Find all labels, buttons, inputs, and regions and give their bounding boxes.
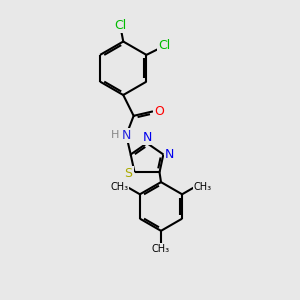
Text: Cl: Cl <box>158 40 170 52</box>
Text: N: N <box>142 131 152 144</box>
Text: N: N <box>122 129 131 142</box>
Text: Cl: Cl <box>114 19 126 32</box>
Text: S: S <box>124 167 133 180</box>
Text: CH₃: CH₃ <box>152 244 170 254</box>
Text: CH₃: CH₃ <box>193 182 212 192</box>
Text: N: N <box>165 148 175 161</box>
Text: H: H <box>111 130 119 140</box>
Text: CH₃: CH₃ <box>110 182 129 192</box>
Text: O: O <box>154 105 164 118</box>
